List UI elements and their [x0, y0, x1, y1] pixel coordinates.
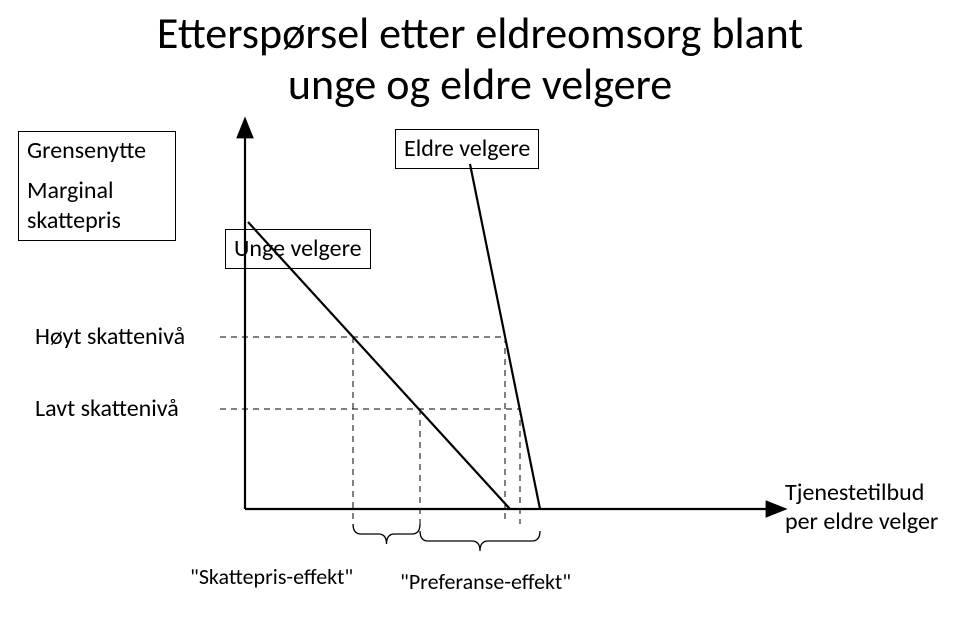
title-line1: Etterspørsel etter eldreomsorg blant [157, 6, 803, 60]
title-line2: unge og eldre velgere [288, 57, 672, 111]
chart-svg [0, 109, 960, 609]
slide-title: Etterspørsel etter eldreomsorg blant ung… [0, 0, 960, 109]
diagram-area: Grensenytte Marginal skattepris Eldre ve… [0, 109, 960, 609]
